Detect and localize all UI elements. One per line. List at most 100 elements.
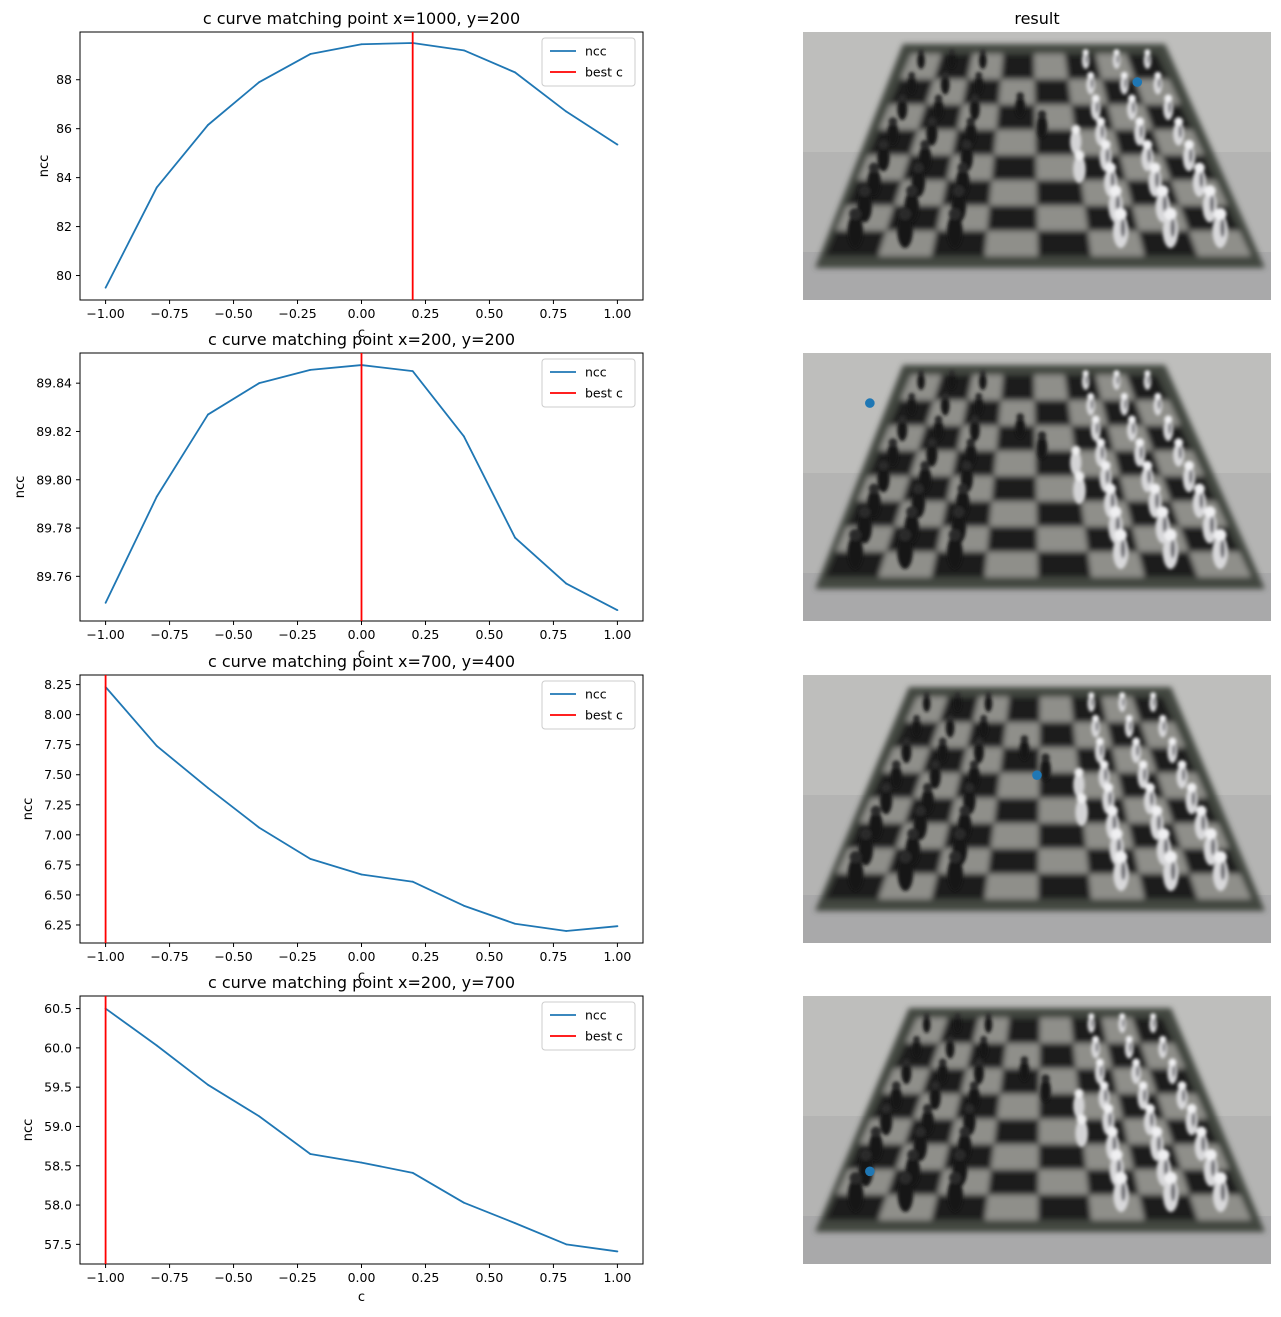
data-point (462, 904, 465, 907)
data-point (155, 186, 158, 189)
legend: ncc best c (541, 37, 636, 87)
data-point (565, 930, 568, 932)
x-tick-label: 0.25 (412, 306, 440, 321)
data-point (258, 382, 261, 385)
data-point (360, 873, 363, 876)
x-tick-label: 0.50 (476, 306, 504, 321)
y-axis-label: ncc (37, 155, 52, 178)
x-tick-label: 0.75 (540, 627, 568, 642)
x-tick-label: 0.50 (476, 1270, 504, 1285)
legend: ncc best c (541, 358, 636, 408)
x-tick-label: 0.75 (540, 1270, 568, 1285)
y-axis-label: ncc (21, 798, 36, 821)
x-tick-label: 0.25 (412, 949, 440, 964)
x-tick-label: 0.00 (348, 627, 376, 642)
data-point (565, 1243, 568, 1246)
x-tick-label: −0.75 (150, 1270, 188, 1285)
legend-label-ncc: ncc (585, 1008, 607, 1023)
line-chart-3: c curve matching point x=700, y=400 −1.00… (21, 652, 644, 984)
chart-title: c curve matching point x=200, y=700 (208, 973, 515, 992)
x-tick-label: −0.50 (214, 949, 252, 964)
x-tick-label: 0.25 (412, 627, 440, 642)
result-image-1 (803, 32, 1271, 300)
y-tick-label: 6.75 (44, 857, 72, 872)
result-title: result (1014, 9, 1059, 28)
data-point (155, 495, 158, 498)
series-line-ncc (104, 42, 618, 289)
data-point (462, 435, 465, 438)
matching-point-marker (1132, 77, 1143, 87)
result-image-2 (803, 353, 1271, 621)
data-point (155, 745, 158, 747)
y-tick-label: 80 (56, 268, 72, 283)
legend: ncc best c (541, 680, 636, 730)
y-tick-label: 6.25 (44, 917, 72, 932)
data-point (258, 1115, 261, 1118)
line-chart-4: c curve matching point x=200, y=700 −1.00… (21, 973, 644, 1305)
legend-label-best-c: best c (585, 1029, 623, 1044)
data-point (616, 925, 619, 928)
x-tick-label: 1.00 (603, 627, 631, 642)
y-tick-label: 7.75 (44, 737, 72, 752)
data-point (514, 1222, 516, 1225)
legend-label-best-c: best c (585, 65, 623, 80)
data-point (104, 286, 107, 289)
y-tick-label: 89.76 (36, 569, 72, 584)
y-tick-label: 58.0 (44, 1198, 72, 1213)
data-point (514, 536, 516, 539)
data-point (616, 143, 619, 146)
data-point (207, 1083, 209, 1086)
x-tick-label: 1.00 (603, 306, 631, 321)
chart-title: c curve matching point x=1000, y=200 (203, 9, 520, 28)
data-point (411, 370, 414, 373)
data-point (462, 49, 465, 52)
x-tick-label: 0.00 (348, 949, 376, 964)
y-tick-label: 59.0 (44, 1119, 72, 1134)
x-tick-label: −1.00 (86, 306, 124, 321)
y-tick-label: 7.25 (44, 797, 72, 812)
legend-label-ncc: ncc (585, 365, 607, 380)
y-tick-label: 8.00 (44, 707, 72, 722)
x-tick-label: −0.25 (278, 1270, 316, 1285)
x-tick-label: 1.00 (603, 949, 631, 964)
y-tick-label: 89.82 (36, 424, 72, 439)
series-line-ncc (104, 686, 618, 932)
result-image-3 (803, 675, 1271, 943)
legend-box (541, 680, 636, 730)
x-tick-label: 0.75 (540, 306, 568, 321)
y-tick-label: 89.80 (36, 472, 72, 487)
legend-label-ncc: ncc (585, 687, 607, 702)
x-axis-label: c (358, 647, 365, 662)
x-tick-label: −0.75 (150, 306, 188, 321)
x-tick-label: −0.25 (278, 306, 316, 321)
matching-point-marker (865, 1166, 875, 1177)
legend-box (541, 358, 636, 408)
result-image-4 (803, 996, 1271, 1264)
data-point (258, 826, 261, 829)
x-tick-label: −0.50 (214, 1270, 252, 1285)
x-tick-label: −1.00 (86, 1270, 124, 1285)
y-tick-label: 88 (56, 72, 72, 87)
x-tick-label: −1.00 (86, 627, 124, 642)
data-point (155, 1044, 158, 1047)
data-point (514, 922, 516, 925)
data-point (309, 857, 312, 860)
data-point (104, 601, 107, 604)
x-tick-label: −0.25 (278, 627, 316, 642)
y-tick-label: 7.00 (44, 827, 72, 842)
y-tick-label: 84 (56, 170, 72, 185)
x-tick-label: 0.50 (476, 949, 504, 964)
x-axis-label: c (358, 326, 365, 341)
line-chart-2: c curve matching point x=200, y=200 −1.00… (13, 330, 644, 662)
chart-title: c curve matching point x=200, y=200 (208, 330, 515, 349)
x-tick-label: −0.50 (214, 627, 252, 642)
data-point (309, 53, 312, 55)
x-tick-label: 0.25 (412, 1270, 440, 1285)
series-line-ncc (105, 1007, 618, 1253)
x-tick-label: 0.50 (476, 627, 504, 642)
x-tick-label: 0.75 (540, 949, 568, 964)
data-point (360, 43, 363, 46)
y-axis-label: ncc (21, 1119, 36, 1142)
legend-label-best-c: best c (585, 386, 623, 401)
y-tick-label: 58.5 (44, 1158, 72, 1173)
